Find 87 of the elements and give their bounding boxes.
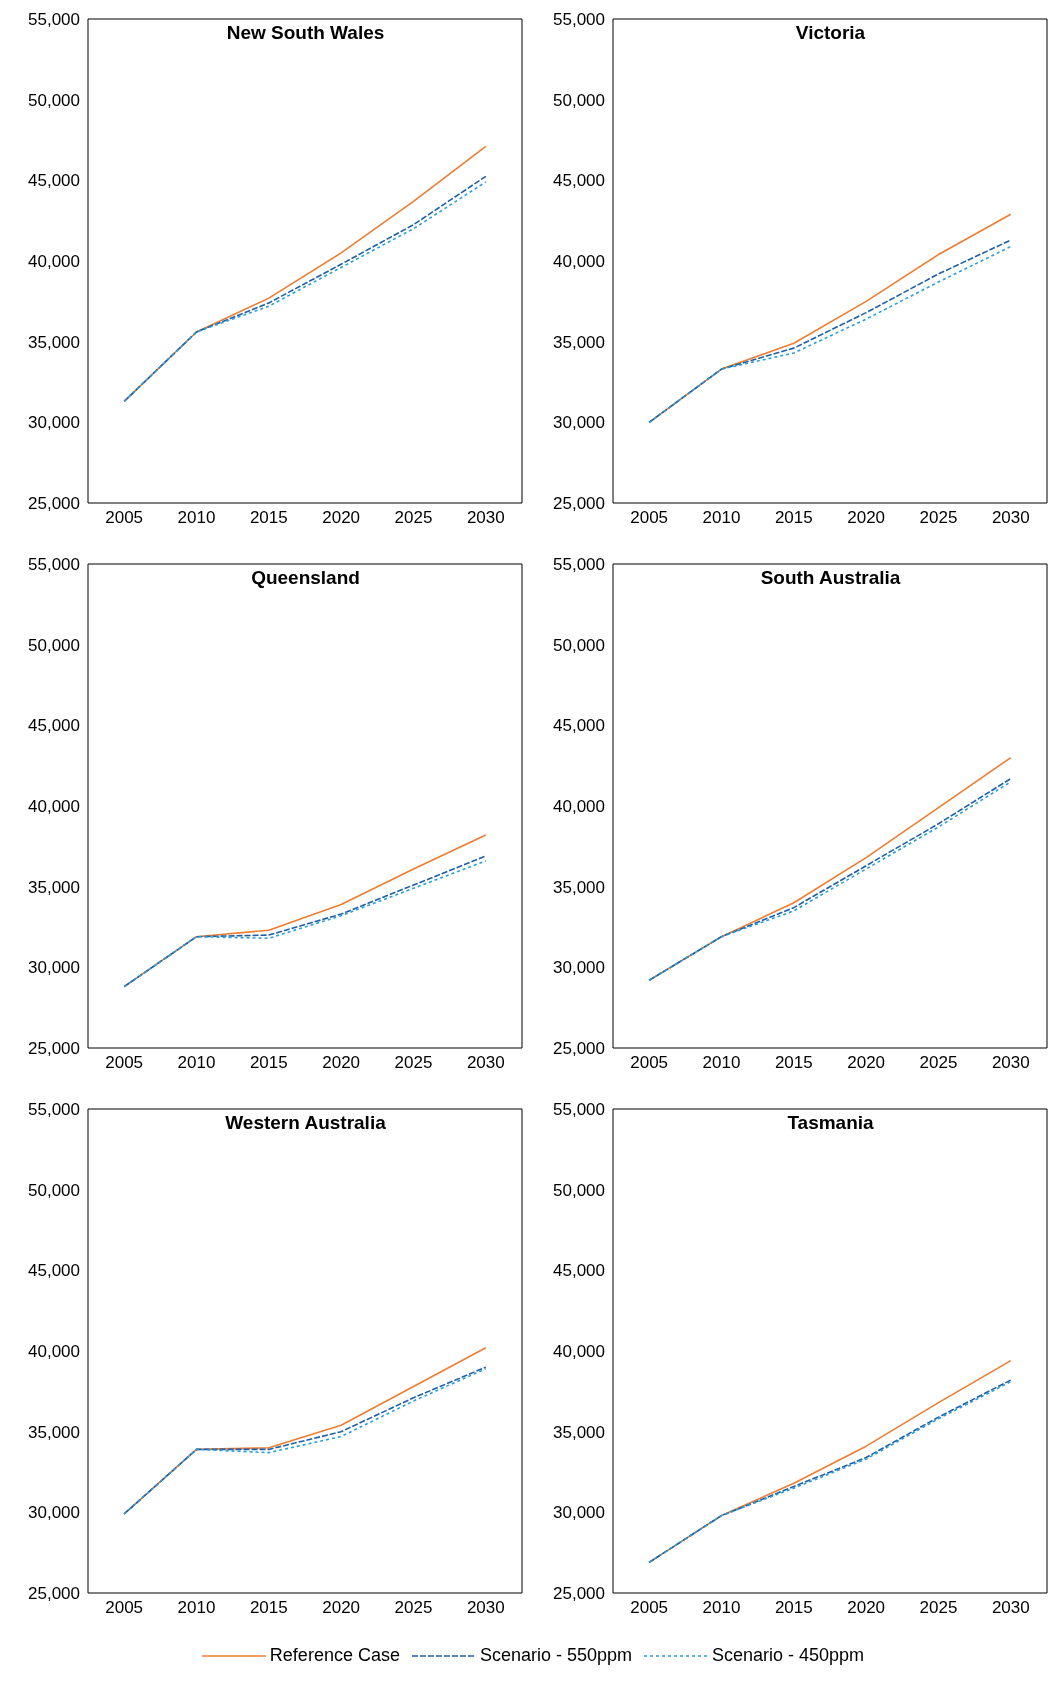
x-tick-label: 2020 [322,1598,361,1618]
y-tick-label: 35,000 [553,1422,605,1442]
y-tick-label: 25,000 [553,1039,605,1059]
x-tick-label: 2030 [991,1598,1030,1618]
x-tick-label: 2020 [847,1598,886,1618]
x-tick-label: 2010 [177,508,216,528]
x-tick-label: 2015 [774,1598,813,1618]
x-tick-label: 2025 [394,508,433,528]
y-tick-label: 25,000 [28,494,80,514]
y-tick-label: 40,000 [553,797,605,817]
x-tick-label: 2025 [394,1598,433,1618]
y-tick-label: 55,000 [28,1100,80,1120]
x-tick-label: 2005 [105,508,144,528]
y-tick-label: 45,000 [553,716,605,736]
x-tick-label: 2030 [466,508,505,528]
chart-title: South Australia [759,567,902,589]
y-tick-label: 30,000 [28,958,80,978]
y-tick-label: 35,000 [28,877,80,897]
y-tick-label: 25,000 [553,494,605,514]
x-tick-label: 2015 [249,1598,288,1618]
x-tick-label: 2025 [919,508,958,528]
y-tick-label: 40,000 [28,1342,80,1362]
chart-title: Western Australia [224,1112,387,1134]
y-tick-label: 50,000 [28,1180,80,1200]
x-tick-label: 2010 [702,508,741,528]
chart-title: Victoria [794,22,867,44]
x-tick-label: 2005 [105,1053,144,1073]
y-tick-label: 45,000 [28,716,80,736]
legend-label: Reference Case [268,1645,400,1666]
y-tick-label: 40,000 [28,252,80,272]
y-tick-label: 55,000 [28,555,80,575]
y-tick-label: 55,000 [553,10,605,30]
y-tick-label: 30,000 [553,958,605,978]
x-tick-label: 2005 [630,1598,669,1618]
y-tick-label: 40,000 [28,797,80,817]
y-tick-label: 35,000 [28,1422,80,1442]
chart-title: New South Wales [225,22,386,44]
y-tick-label: 45,000 [553,1261,605,1281]
x-tick-label: 2005 [105,1598,144,1618]
y-tick-label: 55,000 [28,10,80,30]
y-tick-label: 30,000 [28,413,80,433]
legend-label: Scenario - 550ppm [478,1645,633,1666]
chart-title: Queensland [250,567,361,589]
x-tick-label: 2030 [466,1598,505,1618]
x-tick-label: 2020 [847,1053,886,1073]
x-tick-label: 2010 [702,1598,741,1618]
x-tick-label: 2015 [249,1053,288,1073]
x-tick-label: 2010 [177,1053,216,1073]
x-tick-label: 2030 [991,1053,1030,1073]
x-tick-label: 2020 [322,508,361,528]
x-tick-label: 2030 [991,508,1030,528]
y-tick-label: 30,000 [553,413,605,433]
x-tick-label: 2010 [702,1053,741,1073]
y-tick-label: 30,000 [553,1503,605,1523]
y-tick-label: 45,000 [553,171,605,191]
y-tick-label: 55,000 [553,555,605,575]
y-tick-label: 45,000 [28,1261,80,1281]
chart-title: Tasmania [786,1112,875,1134]
y-tick-label: 50,000 [553,1180,605,1200]
y-tick-label: 25,000 [28,1039,80,1059]
legend-label: Scenario - 450ppm [711,1645,865,1666]
x-tick-label: 2020 [847,508,886,528]
y-tick-label: 35,000 [553,877,605,897]
y-tick-label: 50,000 [28,90,80,110]
x-tick-label: 2015 [774,1053,813,1073]
y-tick-label: 45,000 [28,171,80,191]
x-tick-label: 2005 [630,508,669,528]
y-tick-label: 30,000 [28,1503,80,1523]
x-tick-label: 2025 [919,1598,958,1618]
y-tick-label: 50,000 [553,90,605,110]
y-tick-label: 50,000 [28,635,80,655]
x-tick-label: 2030 [466,1053,505,1073]
y-tick-label: 40,000 [553,1342,605,1362]
y-tick-label: 35,000 [28,332,80,352]
y-tick-label: 25,000 [28,1584,80,1604]
y-tick-label: 55,000 [553,1100,605,1120]
x-tick-label: 2025 [394,1053,433,1073]
y-tick-label: 40,000 [553,252,605,272]
x-tick-label: 2010 [177,1598,216,1618]
y-tick-label: 35,000 [553,332,605,352]
x-tick-label: 2005 [630,1053,669,1073]
y-tick-label: 25,000 [553,1584,605,1604]
y-tick-label: 50,000 [553,635,605,655]
x-tick-label: 2015 [774,508,813,528]
x-tick-label: 2015 [249,508,288,528]
x-tick-label: 2020 [322,1053,361,1073]
x-tick-label: 2025 [919,1053,958,1073]
